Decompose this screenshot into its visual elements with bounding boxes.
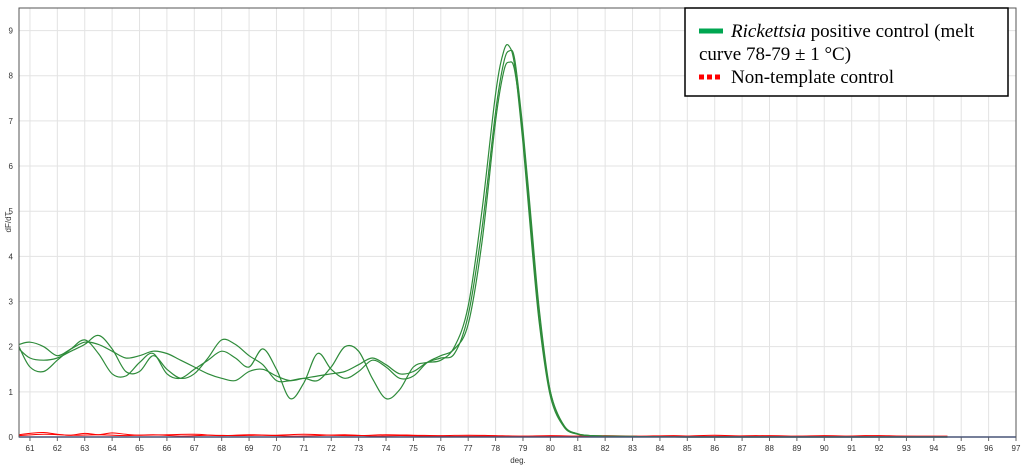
x-tick-label: 77 xyxy=(464,444,473,453)
x-tick-label: 93 xyxy=(902,444,911,453)
x-tick-label: 80 xyxy=(546,444,555,453)
legend-box xyxy=(684,7,1009,97)
gridlines xyxy=(19,8,1017,438)
x-tick-label: 96 xyxy=(984,444,993,453)
y-tick-label: 5 xyxy=(9,207,14,216)
legend-label-ntc: Non-template control xyxy=(731,67,894,88)
x-tick-label: 69 xyxy=(245,444,254,453)
legend-label-positive-line2: curve 78-79 ± 1 °C) xyxy=(699,44,851,65)
legend: Rickettsia positive control (melt curve … xyxy=(684,7,1009,97)
y-tick-label: 4 xyxy=(9,252,14,261)
y-tick-label: 1 xyxy=(9,388,14,397)
y-tick-label: 8 xyxy=(9,72,14,81)
legend-label-positive-rest: positive control (melt xyxy=(806,21,975,42)
x-tick-label: 63 xyxy=(80,444,89,453)
y-tick-label: 2 xyxy=(9,343,14,352)
x-tick-label: 70 xyxy=(272,444,281,453)
x-tick-label: 86 xyxy=(710,444,719,453)
x-tick-label: 91 xyxy=(847,444,856,453)
y-tick-label: 9 xyxy=(9,27,14,36)
x-tick-label: 62 xyxy=(53,444,62,453)
x-tick-label: 66 xyxy=(162,444,171,453)
x-tick-label: 76 xyxy=(436,444,445,453)
plot-frame xyxy=(18,7,1017,438)
x-tick-label: 72 xyxy=(327,444,336,453)
x-tick-label: 84 xyxy=(655,444,664,453)
y-axis-ticks: 0 1 2 3 4 5 6 7 8 9 xyxy=(9,27,14,442)
y-tick-label: 7 xyxy=(9,117,14,126)
legend-label-positive-italic: Rickettsia xyxy=(730,21,806,42)
y-axis-title: dF/dT xyxy=(4,211,13,232)
positive-control-series-line xyxy=(18,43,948,438)
y-tick-label: 6 xyxy=(9,162,14,171)
x-tick-label: 64 xyxy=(108,444,117,453)
legend-label-positive: Rickettsia positive control (melt xyxy=(730,21,975,42)
x-tick-label: 67 xyxy=(190,444,199,453)
x-tick-label: 92 xyxy=(875,444,884,453)
x-tick-label: 85 xyxy=(683,444,692,453)
x-tick-label: 68 xyxy=(217,444,226,453)
y-tick-label: 3 xyxy=(9,298,14,307)
x-tick-label: 61 xyxy=(26,444,35,453)
x-tick-label: 74 xyxy=(382,444,391,453)
x-tick-label: 83 xyxy=(628,444,637,453)
x-tick-label: 65 xyxy=(135,444,144,453)
x-tick-label: 89 xyxy=(792,444,801,453)
x-tick-label: 81 xyxy=(573,444,582,453)
x-tick-label: 97 xyxy=(1012,444,1021,453)
x-tick-label: 95 xyxy=(957,444,966,453)
x-tick-label: 71 xyxy=(299,444,308,453)
x-tick-label: 90 xyxy=(820,444,829,453)
x-tick-label: 87 xyxy=(738,444,747,453)
x-axis-ticks: 61 62 63 64 65 66 67 68 69 70 71 72 73 74 75 76 77 78 79 80… xyxy=(26,437,1021,453)
x-tick-label: 73 xyxy=(354,444,363,453)
x-tick-label: 88 xyxy=(765,444,774,453)
y-tick-label: 0 xyxy=(9,433,14,442)
x-axis-title: deg. xyxy=(510,456,526,465)
positive-control-series-line xyxy=(18,61,948,438)
x-tick-label: 82 xyxy=(601,444,610,453)
x-tick-label: 78 xyxy=(491,444,500,453)
x-tick-label: 79 xyxy=(519,444,528,453)
x-tick-label: 94 xyxy=(929,444,938,453)
x-tick-label: 75 xyxy=(409,444,418,453)
